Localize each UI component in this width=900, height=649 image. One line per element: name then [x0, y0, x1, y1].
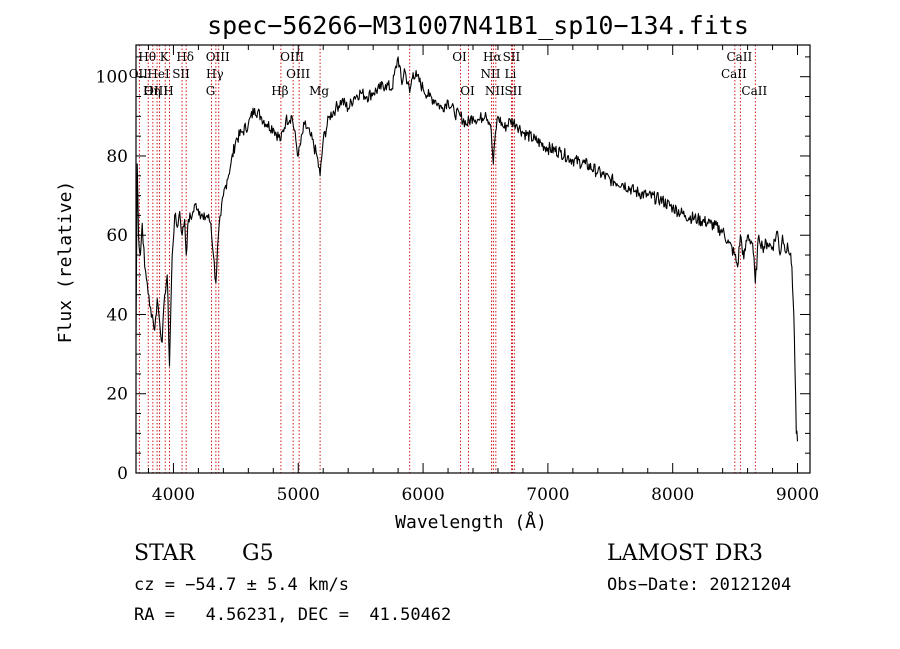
spectral-line-label: CaII	[741, 84, 767, 98]
y-axis-ticks: 0 20 40 60 80 100	[96, 56, 810, 484]
spectral-line-label: NII	[480, 67, 500, 81]
y-axis-label: Flux (relative)	[55, 181, 76, 344]
spectral-line-label: OI	[460, 84, 475, 98]
spectral-line-label: Hδ	[176, 50, 194, 64]
spectral-line-label: SII	[504, 84, 522, 98]
spectral-line-label: OIII	[144, 84, 168, 98]
x-tick-label: 7000	[526, 485, 569, 505]
y-tick-label: 100	[96, 68, 128, 88]
spectral-line-label: H	[163, 84, 173, 98]
spectral-line-label: OIII	[280, 50, 304, 64]
y-tick-label: 40	[106, 305, 128, 325]
spectral-line-label: Hη	[143, 84, 161, 98]
plot-frame	[135, 44, 811, 474]
spectral-line-label: OIII	[206, 50, 230, 64]
classification-label: STAR	[134, 541, 196, 566]
chart-title: spec−56266−M31007N41B1_sp10−134.fits	[207, 11, 749, 40]
flux-series-line	[135, 56, 799, 442]
spectral-line-markers	[138, 45, 756, 473]
x-tick-label: 8000	[651, 485, 694, 505]
spectral-line-label: OIII	[286, 67, 310, 81]
obs-date-readout: Obs−Date: 20121204	[607, 575, 791, 595]
spectral-line-label: SII	[172, 67, 190, 81]
x-axis-ticks: 4000 5000 6000 7000 8000 9000	[147, 45, 819, 505]
spectral-line-label: Hβ	[271, 84, 288, 98]
spectral-line-label: K	[160, 50, 170, 64]
spectral-line-label: Mg	[309, 84, 329, 98]
spectral-line-label: Hα	[483, 50, 502, 64]
spectral-line-label: HeI	[147, 67, 170, 81]
y-tick-label: 20	[106, 385, 128, 405]
x-tick-label: 9000	[776, 485, 819, 505]
spectral-line-label: CaII	[726, 50, 752, 64]
spectral-line-label: Li	[505, 67, 517, 81]
spectral-line-label: NII	[485, 84, 505, 98]
x-tick-label: 4000	[152, 485, 195, 505]
spectral-line-label: OII	[129, 67, 149, 81]
x-axis-label: Wavelength (Å)	[395, 511, 547, 533]
x-tick-label: 6000	[401, 485, 444, 505]
y-tick-label: 80	[106, 147, 128, 167]
y-tick-label: 0	[117, 464, 128, 484]
x-tick-label: 5000	[277, 485, 320, 505]
spectral-line-label: Hθ	[138, 50, 156, 64]
subclass-label: G5	[242, 541, 274, 566]
redshift-readout: cz = −54.7 ± 5.4 km/s	[134, 575, 349, 595]
spectral-line-label: Hγ	[206, 67, 224, 81]
spectral-line-label: G	[206, 84, 216, 98]
survey-label: LAMOST DR3	[607, 541, 763, 566]
spectral-line-label: CaII	[721, 67, 747, 81]
spectral-line-label: OI	[452, 50, 467, 64]
coordinates-readout: RA = 4.56231, DEC = 41.50462	[134, 605, 451, 625]
spectral-line-label: SII	[503, 50, 521, 64]
y-tick-label: 60	[106, 226, 128, 246]
